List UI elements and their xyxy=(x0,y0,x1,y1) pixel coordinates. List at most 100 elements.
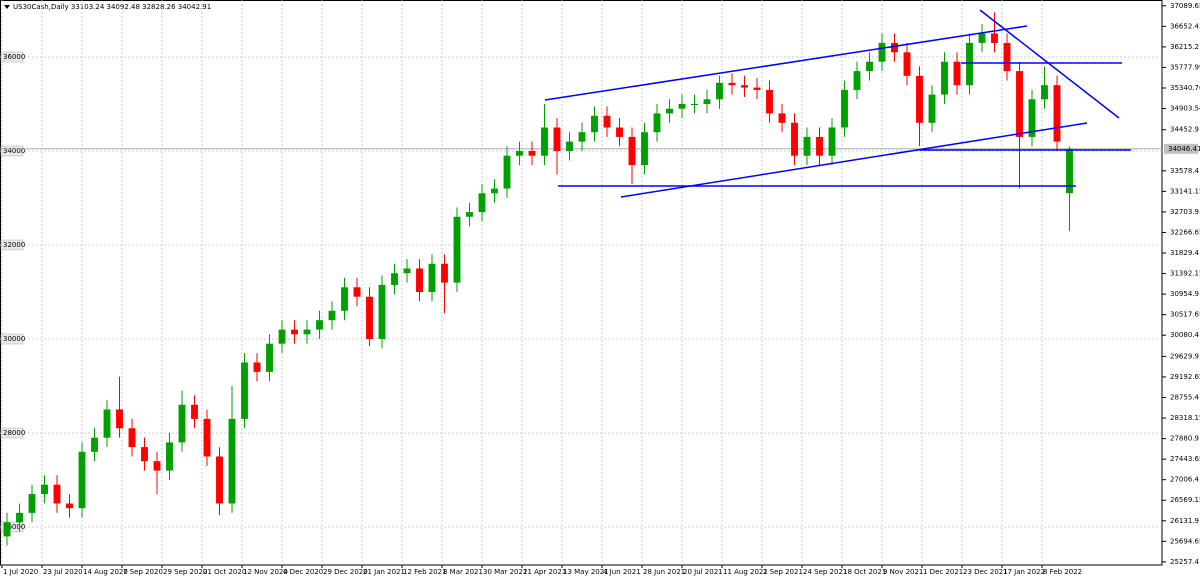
trend-line xyxy=(544,25,1028,101)
y-tick-label: 37089.65 xyxy=(1170,2,1200,10)
menu-icon[interactable] xyxy=(4,5,10,9)
candle-body xyxy=(416,268,423,292)
y-tick-label: 27880.9 xyxy=(1170,435,1199,443)
candle-body xyxy=(766,89,773,114)
candle-body xyxy=(41,484,48,495)
candle-body xyxy=(991,33,998,43)
x-tick-label: 21 Jan 2021 xyxy=(363,568,405,576)
candle-body xyxy=(978,33,986,43)
candle-body xyxy=(603,115,611,128)
x-tick-label: 23 Jul 2020 xyxy=(43,568,83,576)
candle-body xyxy=(453,216,461,283)
x-tick-label: 14 Aug 2020 xyxy=(83,568,128,576)
level-label-box xyxy=(0,239,24,251)
candle-body xyxy=(53,484,61,504)
candle-body xyxy=(691,104,698,106)
x-tick-label: 4 Dec 2020 xyxy=(283,568,323,576)
candle-body xyxy=(378,284,386,339)
level-label: 36000 xyxy=(3,53,25,61)
x-tick-label: 28 Jun 2021 xyxy=(643,568,685,576)
candle-body xyxy=(228,418,236,504)
candle-body xyxy=(553,127,561,152)
x-tick-label: 17 Jan 2022 xyxy=(1003,568,1045,576)
candle-body xyxy=(653,113,661,133)
current-price-label: 34046.41 xyxy=(1168,145,1200,153)
candle-body xyxy=(316,320,323,330)
candle-body xyxy=(403,268,411,274)
candle-body xyxy=(903,52,911,76)
level-label: 32000 xyxy=(3,241,25,249)
y-tick-label: 31829.4 xyxy=(1170,249,1199,257)
candle-body xyxy=(841,89,848,128)
candle-body xyxy=(328,310,336,321)
x-tick-label: 24 Sep 2021 xyxy=(803,568,847,576)
y-tick-label: 36215.21 xyxy=(1170,43,1200,51)
candle-body xyxy=(666,108,673,114)
candle-body xyxy=(166,442,173,471)
candle-body xyxy=(916,75,923,123)
y-tick-label: 29629.9 xyxy=(1170,352,1199,360)
candle-body xyxy=(466,212,473,217)
candle-body xyxy=(828,127,836,156)
x-tick-label: 7 Sep 2020 xyxy=(123,568,163,576)
candle-body xyxy=(203,418,211,457)
candle-body xyxy=(28,494,36,513)
candle-body xyxy=(91,437,98,452)
y-tick-label: 36652.43 xyxy=(1170,22,1200,30)
current-price-box xyxy=(1164,143,1198,154)
x-tick-label: 1 Jul 2020 xyxy=(3,568,38,576)
candle-body xyxy=(1053,85,1061,142)
level-label-box xyxy=(0,333,24,345)
y-tick-label: 27006.4 xyxy=(1170,476,1199,484)
candle-body xyxy=(803,136,811,156)
candle-body xyxy=(866,61,873,72)
trend-line xyxy=(979,9,1120,119)
candle-body xyxy=(16,512,23,523)
candle-body xyxy=(366,296,373,339)
candle-body xyxy=(153,461,161,471)
x-tick-label: 30 Mar 2021 xyxy=(483,568,527,576)
y-tick-label: 25694.65 xyxy=(1170,537,1200,545)
candle-body xyxy=(116,409,123,429)
candle-body xyxy=(478,193,486,213)
y-tick-label: 29192.65 xyxy=(1170,373,1200,381)
y-tick-label: 31392.15 xyxy=(1170,270,1200,278)
candle-body xyxy=(353,287,361,297)
candle-body xyxy=(953,61,961,86)
level-label-box xyxy=(0,521,24,533)
candle-body xyxy=(1041,85,1048,100)
candle-body xyxy=(103,409,111,438)
candle-body xyxy=(191,404,198,419)
y-tick-label: 25257.4 xyxy=(1170,558,1199,566)
y-tick-label: 32703.9 xyxy=(1170,208,1199,216)
candle-body xyxy=(216,456,223,504)
candle-body xyxy=(1016,71,1023,137)
x-tick-label: 12 Feb 2021 xyxy=(403,568,447,576)
x-tick-label: 13 May 2021 xyxy=(563,568,609,576)
y-tick-label: 30517.65 xyxy=(1170,311,1200,319)
candle-body xyxy=(303,329,311,335)
y-tick-label: 26131.9 xyxy=(1170,517,1199,525)
level-label-box xyxy=(0,145,24,157)
y-tick-label: 32266.65 xyxy=(1170,228,1200,236)
candle-body xyxy=(291,329,298,335)
candle-body xyxy=(491,188,498,194)
x-tick-label: 4 Jun 2021 xyxy=(603,568,641,576)
candle-body xyxy=(678,104,686,109)
candle-body xyxy=(753,87,761,90)
x-tick-label: 8 Mar 2021 xyxy=(443,568,483,576)
candle-body xyxy=(341,287,348,311)
candle-body xyxy=(391,273,398,285)
x-tick-label: 23 Dec 2021 xyxy=(963,568,1008,576)
candle-body xyxy=(241,362,248,419)
x-tick-label: 11 Aug 2021 xyxy=(723,568,768,576)
x-tick-label: 20 Jul 2021 xyxy=(683,568,723,576)
y-tick-label: 34452.9 xyxy=(1170,126,1199,134)
candle-body xyxy=(728,82,736,86)
candle-body xyxy=(278,329,286,344)
x-tick-label: 29 Sep 2020 xyxy=(163,568,207,576)
candle-body xyxy=(428,263,436,292)
candle-body xyxy=(878,42,886,62)
